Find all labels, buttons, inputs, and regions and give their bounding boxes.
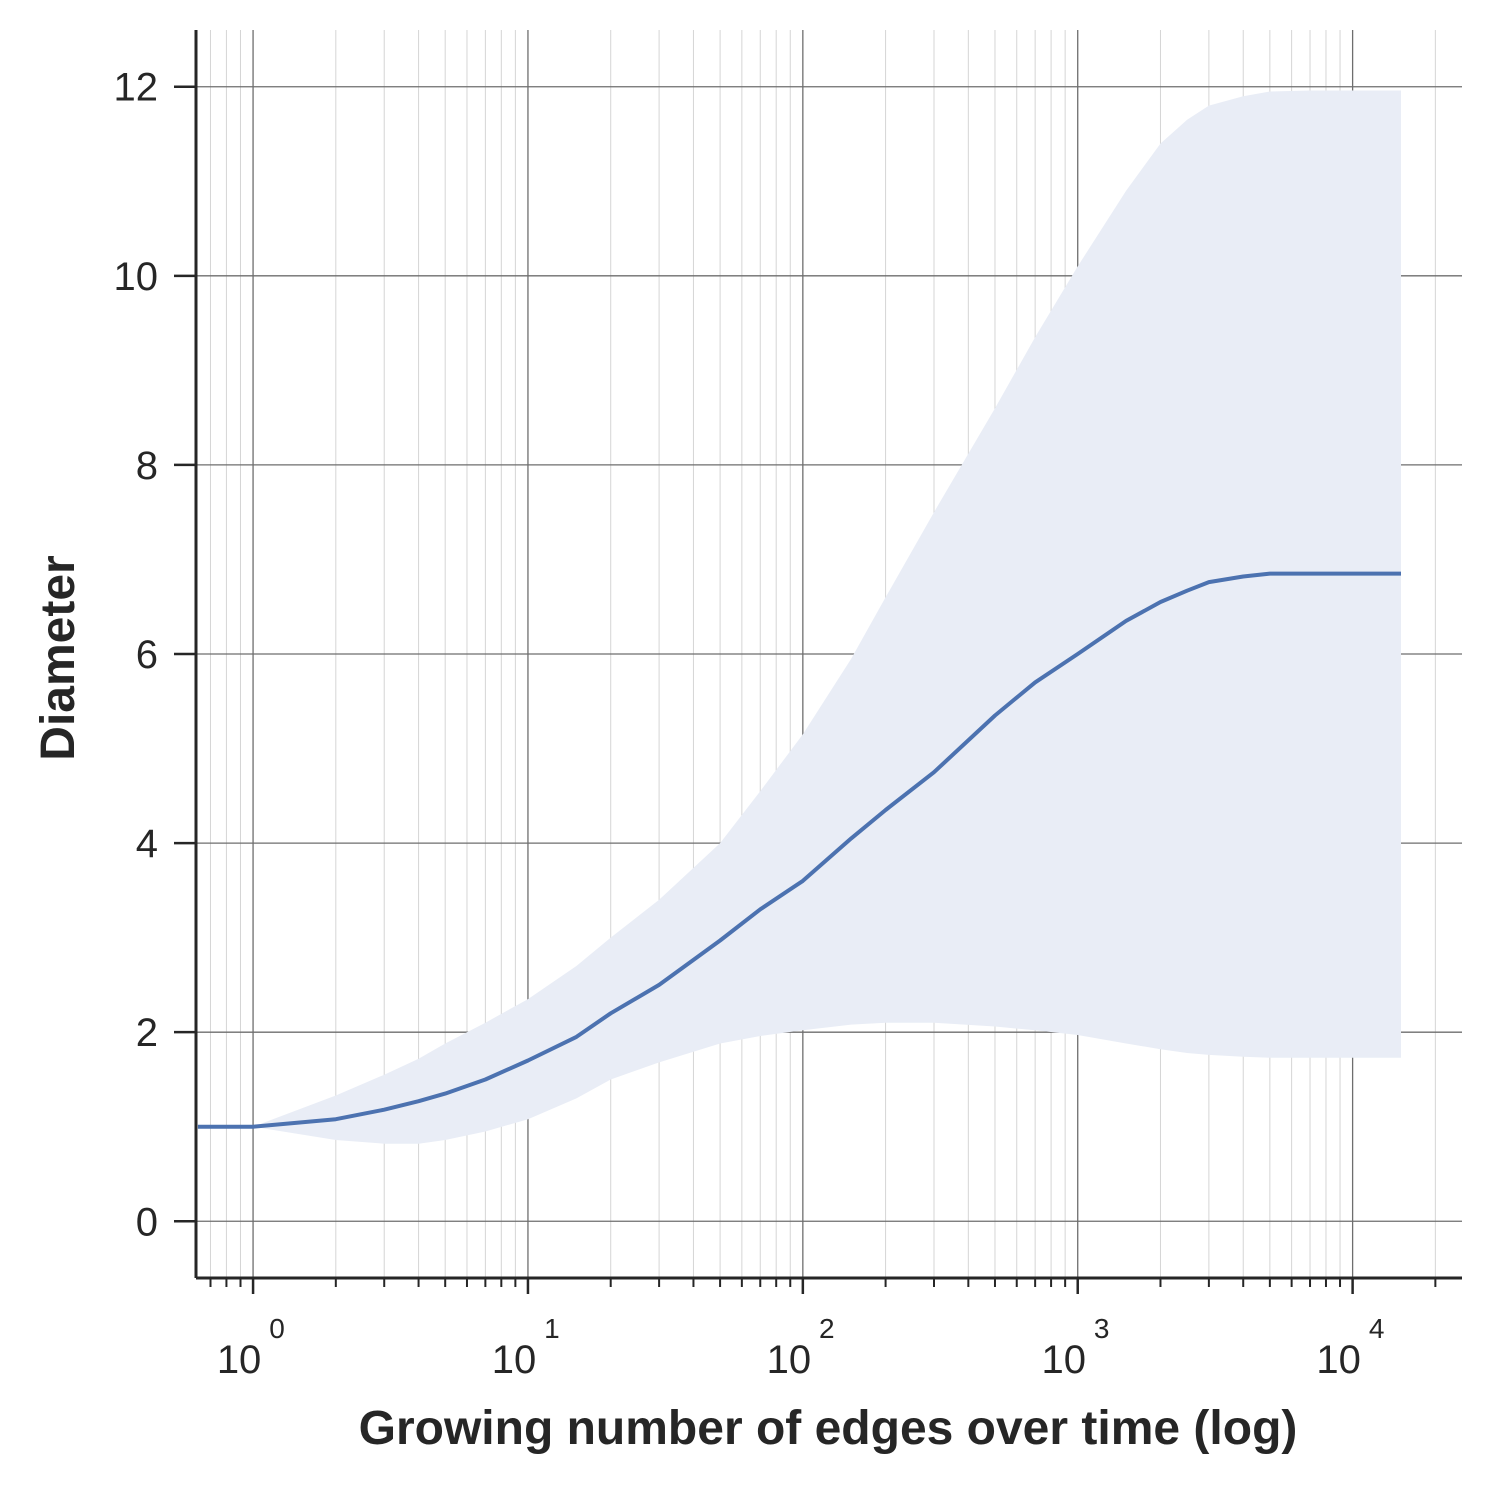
- series-line: [197, 571, 1401, 1129]
- x-axis-title: Growing number of edges over time (log): [359, 1402, 1298, 1455]
- y-tick-label: 10: [114, 255, 159, 299]
- x-tick-label-exponent: 2: [819, 1313, 835, 1344]
- y-tick-label: 4: [136, 822, 158, 866]
- y-tick-label: 2: [136, 1011, 158, 1055]
- x-tick-label: 10: [767, 1338, 812, 1382]
- x-tick-label-exponent: 1: [544, 1313, 560, 1344]
- x-tick-label: 10: [492, 1338, 537, 1382]
- x-tick-label: 10: [1041, 1338, 1086, 1382]
- x-tick-label-exponent: 4: [1369, 1313, 1385, 1344]
- x-tick-label: 10: [217, 1338, 262, 1382]
- y-tick-label: 6: [136, 633, 158, 677]
- confidence-band: [197, 90, 1401, 1144]
- x-tick-label-exponent: 3: [1094, 1313, 1110, 1344]
- y-axis-title: Diameter: [32, 555, 85, 760]
- x-tick-label: 10: [1316, 1338, 1361, 1382]
- y-axis-ticks: 0 2 4 6 8 10 12: [114, 66, 196, 1244]
- y-tick-label: 12: [114, 66, 159, 110]
- y-tick-label: 8: [136, 444, 158, 488]
- y-tick-label: 0: [136, 1200, 158, 1244]
- x-tick-label-exponent: 0: [269, 1313, 285, 1344]
